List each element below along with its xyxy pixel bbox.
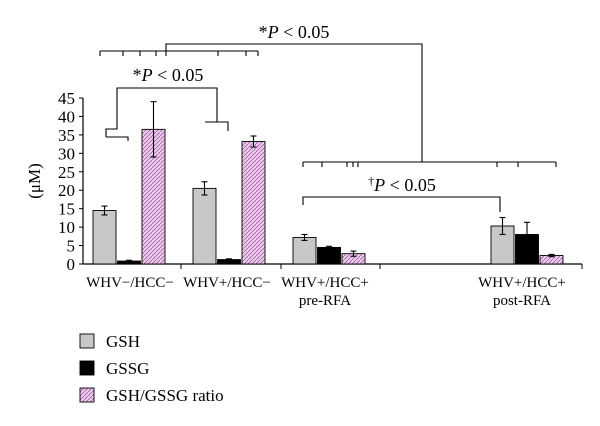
x-category-label: WHV+/HCC+ bbox=[478, 275, 566, 291]
significance-annotations: *P < 0.05*P < 0.05†P < 0.05 bbox=[99, 22, 557, 212]
bracket-pre-vs-post bbox=[302, 196, 501, 212]
significance-symbol: * bbox=[133, 65, 142, 85]
legend-swatch-gsh bbox=[79, 333, 95, 349]
significance-value: < 0.05 bbox=[385, 175, 436, 195]
significance-text: P bbox=[141, 65, 153, 85]
significance-label-3: †P < 0.05 bbox=[368, 174, 436, 195]
y-tick-label: 30 bbox=[58, 144, 75, 163]
y-tick-label: 10 bbox=[58, 218, 75, 237]
bar-gsh bbox=[292, 236, 317, 265]
y-tick-label: 0 bbox=[67, 255, 76, 274]
significance-symbol: † bbox=[368, 174, 374, 188]
significance-value: < 0.05 bbox=[279, 22, 330, 42]
significance-label-1: *P < 0.05 bbox=[133, 65, 204, 85]
bracket-outer bbox=[165, 43, 423, 162]
significance-label-2: *P < 0.05 bbox=[259, 22, 330, 42]
y-tick-label: 15 bbox=[58, 200, 75, 219]
legend-label: GSH/GSSG ratio bbox=[106, 386, 224, 405]
x-category-label: pre-RFA bbox=[299, 293, 351, 309]
bracket-group1-vs-group2 bbox=[105, 87, 229, 137]
x-category-label: WHV+/HCC− bbox=[183, 275, 271, 291]
x-category-label: WHV+/HCC+ bbox=[281, 275, 369, 291]
y-tick-label: 40 bbox=[58, 107, 75, 126]
significance-value: < 0.05 bbox=[153, 65, 204, 85]
bar-gsh bbox=[92, 210, 117, 265]
legend-label: GSH bbox=[106, 332, 140, 351]
bar-gssg bbox=[317, 246, 341, 265]
legend-swatch-gsh-gssg-ratio bbox=[79, 387, 95, 403]
x-category-label: WHV−/HCC− bbox=[86, 275, 174, 291]
bar-gsh bbox=[192, 187, 217, 265]
significance-text: P bbox=[373, 175, 385, 195]
legend-swatch-gssg bbox=[79, 360, 95, 376]
significance-text: P bbox=[267, 22, 279, 42]
significance-symbol: * bbox=[259, 22, 268, 42]
legend: GSH GSSG GSH/GSSG ratio bbox=[79, 332, 224, 405]
y-tick-label: 20 bbox=[58, 181, 75, 200]
y-axis-label: (μM) bbox=[25, 163, 44, 199]
y-tick-label: 25 bbox=[58, 163, 75, 182]
y-tick-label: 5 bbox=[67, 237, 76, 256]
bars bbox=[92, 101, 564, 265]
legend-label: GSSG bbox=[106, 359, 149, 378]
y-tick-label: 35 bbox=[58, 126, 75, 145]
y-tick-label: 45 bbox=[58, 89, 75, 108]
bracket-foot bbox=[106, 136, 129, 141]
x-category-label: post-RFA bbox=[493, 293, 551, 309]
bar-gsh-gssg-ratio bbox=[241, 141, 266, 265]
